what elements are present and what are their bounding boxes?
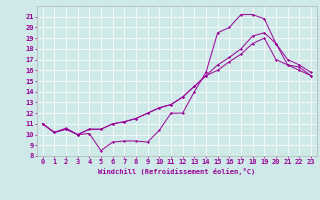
X-axis label: Windchill (Refroidissement éolien,°C): Windchill (Refroidissement éolien,°C) — [98, 168, 255, 175]
